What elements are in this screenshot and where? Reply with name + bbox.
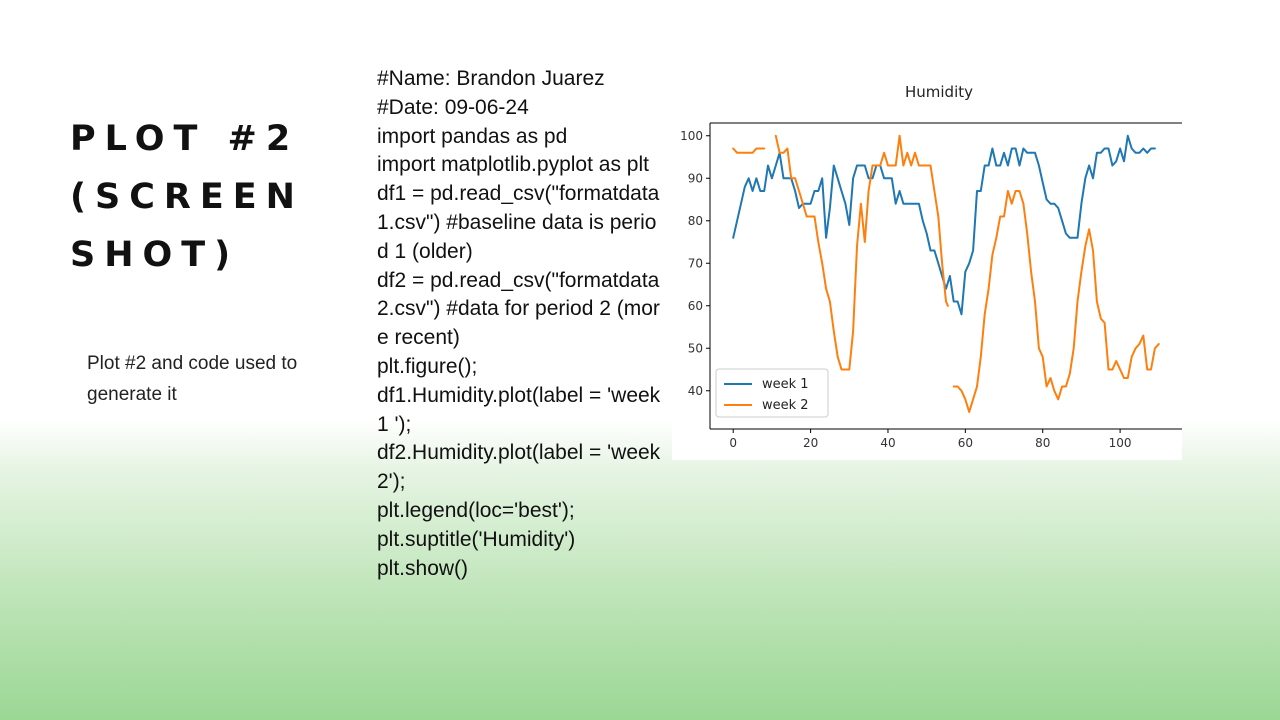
- slide-title: PLOT #2 (SCREEN SHOT): [70, 119, 304, 275]
- x-tick-label: 80: [1035, 436, 1050, 450]
- code-line: plt.suptitle('Humidity'): [377, 527, 576, 551]
- slide-caption: Plot #2 and code used to generate it: [87, 353, 298, 405]
- code-line: df2 = pd.read_csv("formatdata2.csv") #da…: [377, 268, 660, 350]
- y-tick-label: 90: [688, 171, 703, 185]
- legend-label: week 1: [762, 377, 809, 392]
- code-line: import pandas as pd: [377, 124, 568, 148]
- x-tick-label: 60: [958, 436, 973, 450]
- code-line: import matplotlib.pyplot as plt: [377, 153, 649, 177]
- y-tick-label: 100: [680, 129, 703, 143]
- x-tick-label: 20: [803, 436, 818, 450]
- y-tick-label: 80: [688, 214, 703, 228]
- humidity-chart: Humidity 0 20 40 60 80 100 40 50 60 70 80 90 100 wee…: [680, 83, 1182, 450]
- code-line: df1 = pd.read_csv("formatdata1.csv") #ba…: [377, 182, 660, 263]
- code-line: #Date: 09-06-24: [377, 95, 529, 119]
- chart-title: Humidity: [905, 83, 973, 101]
- code-block: #Name: Brandon Juarez #Date: 09-06-24 im…: [377, 65, 662, 583]
- chart-screenshot: Humidity 0 20 40 60 80 100 40 50 60 70 80 90 100 wee…: [672, 72, 1182, 460]
- legend-label: week 2: [762, 398, 809, 413]
- series-line-week-2: [732, 134, 1160, 413]
- code-line: plt.legend(loc='best');: [377, 498, 575, 522]
- code-line: plt.figure();: [377, 354, 478, 378]
- code-line: df1.Humidity.plot(label = 'week 1 ');: [377, 383, 667, 436]
- x-tick-label: 100: [1109, 436, 1132, 450]
- code-line: df2.Humidity.plot(label = 'week 2');: [377, 441, 667, 494]
- y-tick-label: 70: [688, 256, 703, 270]
- y-tick-label: 40: [688, 384, 703, 398]
- x-tick-label: 0: [729, 436, 737, 450]
- y-tick-label: 60: [688, 299, 703, 313]
- code-line: #Name: Brandon Juarez: [377, 67, 605, 90]
- y-tick-label: 50: [688, 341, 703, 355]
- x-tick-label: 40: [880, 436, 895, 450]
- code-line: plt.show(): [377, 556, 469, 580]
- series-line-week-1: [732, 134, 1156, 316]
